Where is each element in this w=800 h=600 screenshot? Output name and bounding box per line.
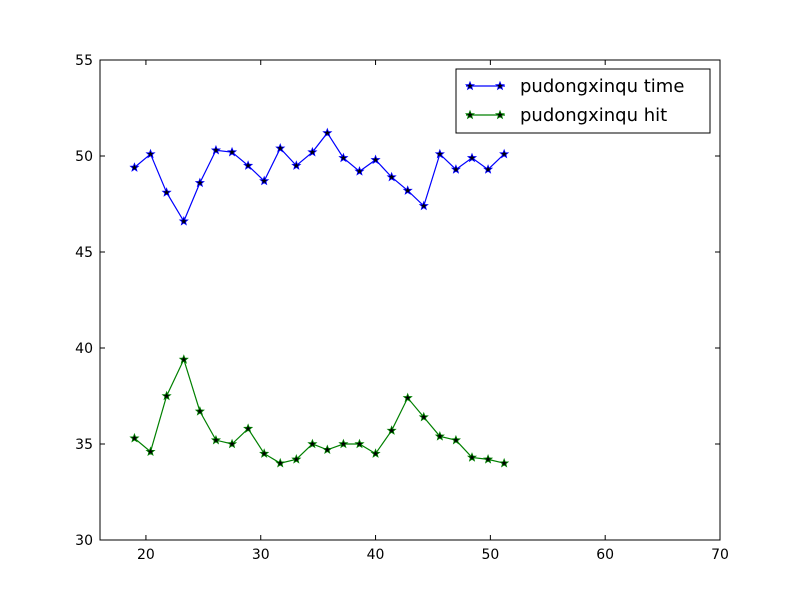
data-point-pudongxinqu-time [178,215,189,226]
data-point-pudongxinqu-hit [129,432,140,443]
data-point-pudongxinqu-time [161,187,172,197]
x-tick-label: 20 [137,547,155,563]
y-tick-label: 35 [75,437,93,453]
data-point-pudongxinqu-time [194,177,205,188]
data-point-pudongxinqu-hit [386,425,397,435]
data-point-pudongxinqu-hit [275,457,286,468]
data-point-pudongxinqu-time [275,143,286,153]
plot-area [100,60,720,540]
data-point-pudongxinqu-hit [194,406,205,416]
data-point-pudongxinqu-hit [434,431,445,441]
data-point-pudongxinqu-hit [466,452,478,462]
data-point-pudongxinqu-time [129,162,140,172]
data-point-pudongxinqu-time [370,154,381,165]
data-point-pudongxinqu-time [354,166,365,176]
legend-label: pudongxinqu time [520,76,684,97]
legend: pudongxinqu time pudongxinqu hit [455,68,711,134]
legend-box [455,68,711,134]
data-point-pudongxinqu-hit [145,446,156,456]
data-point-pudongxinqu-time [259,175,270,186]
series-layer [129,127,510,468]
data-point-pudongxinqu-time [243,160,254,170]
data-point-pudongxinqu-time [466,152,478,163]
y-tick-label: 45 [75,245,93,261]
legend-marker [464,80,476,91]
y-tick-label: 30 [75,533,93,549]
data-point-pudongxinqu-hit [402,392,413,403]
x-tick-label: 70 [711,547,729,563]
data-point-pudongxinqu-hit [499,457,510,468]
series-line-pudongxinqu-hit [134,357,505,464]
data-point-pudongxinqu-hit [418,411,429,422]
data-point-pudongxinqu-hit [243,423,254,433]
data-point-pudongxinqu-time [291,160,302,170]
data-point-pudongxinqu-time [145,148,156,159]
data-point-pudongxinqu-time [210,144,222,155]
data-point-pudongxinqu-hit [161,390,172,401]
data-point-pudongxinqu-time [322,127,333,138]
y-tick-label: 55 [75,53,93,69]
legend-marker [464,109,476,120]
legend-label: pudongxinqu hit [520,105,667,126]
data-point-pudongxinqu-time [499,148,510,159]
data-point-pudongxinqu-time [226,146,238,157]
data-point-pudongxinqu-hit [483,454,494,464]
data-point-pudongxinqu-hit [291,454,302,464]
ticks-layer: 20 30 40 50 60 70 30 35 40 45 50 55 [75,53,729,563]
data-point-pudongxinqu-time [450,164,461,174]
x-tick-label: 60 [596,547,614,563]
data-point-pudongxinqu-time [483,164,494,174]
data-point-pudongxinqu-time [338,152,349,163]
data-point-pudongxinqu-time [402,185,413,195]
y-tick-label: 40 [75,341,93,357]
data-point-pudongxinqu-hit [450,434,461,445]
data-point-pudongxinqu-hit [354,438,365,449]
x-tick-label: 50 [481,547,499,563]
series-line-pudongxinqu-time [134,131,505,223]
data-point-pudongxinqu-hit [338,438,349,449]
data-point-pudongxinqu-hit [259,448,270,458]
x-tick-label: 30 [252,547,270,563]
legend-marker [494,80,506,91]
data-point-pudongxinqu-hit [210,434,222,445]
data-point-pudongxinqu-time [386,171,397,182]
data-point-pudongxinqu-time [434,148,445,159]
data-point-pudongxinqu-hit [226,438,238,449]
x-tick-label: 40 [367,547,385,563]
data-point-pudongxinqu-hit [307,438,318,449]
data-point-pudongxinqu-time [307,146,318,157]
data-point-pudongxinqu-hit [322,444,333,455]
data-point-pudongxinqu-hit [370,448,381,458]
data-point-pudongxinqu-hit [178,354,189,364]
plot-frame [99,59,721,541]
y-tick-label: 50 [75,149,93,165]
data-point-pudongxinqu-time [418,200,429,211]
legend-marker [494,109,506,120]
